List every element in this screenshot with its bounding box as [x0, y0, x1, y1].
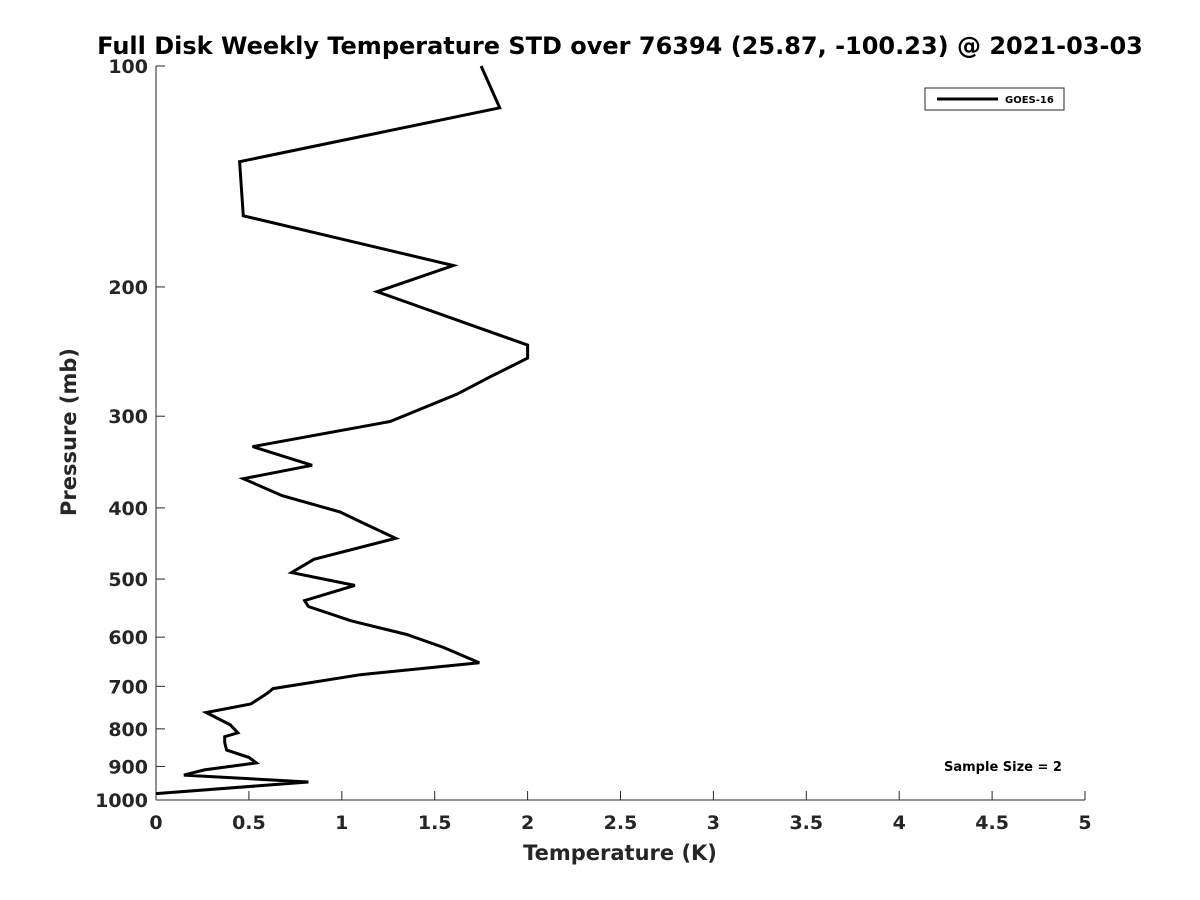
- y-axis-label: Pressure (mb): [57, 348, 81, 516]
- x-tick-label: 0.5: [232, 812, 266, 834]
- x-tick-label: 3: [707, 812, 720, 834]
- y-tick-label: 600: [108, 627, 148, 649]
- sample-size-annotation: Sample Size = 2: [944, 760, 1062, 775]
- x-tick-label: 4: [893, 812, 906, 834]
- y-tick-label: 900: [108, 756, 148, 778]
- x-tick-label: 1.5: [418, 812, 452, 834]
- y-tick-label: 300: [108, 406, 148, 428]
- x-axis-label: Temperature (K): [523, 841, 717, 865]
- y-tick-label: 400: [108, 498, 148, 520]
- x-tick-label: 5: [1078, 812, 1091, 834]
- series-line-goes-16: [155, 65, 530, 796]
- x-tick-label: 2.5: [604, 812, 638, 834]
- x-tick-label: 0: [149, 812, 162, 834]
- y-tick-label: 1000: [95, 790, 148, 812]
- x-tick-label: 3.5: [789, 812, 823, 834]
- chart-title: Full Disk Weekly Temperature STD over 76…: [97, 32, 1143, 60]
- axes: 0 0.5 1 1.5 2 2.5 3 3.5 4 4.5 5 100 200 300 400 500 600 7…: [95, 56, 1092, 834]
- y-tick-label: 800: [108, 719, 148, 741]
- x-tick-label: 4.5: [975, 812, 1009, 834]
- x-tick-label: 1: [335, 812, 348, 834]
- y-tick-label: 500: [108, 569, 148, 591]
- x-tick-label: 2: [521, 812, 534, 834]
- y-tick-label: 200: [108, 277, 148, 299]
- y-tick-label: 700: [108, 676, 148, 698]
- legend-label: GOES-16: [1005, 95, 1054, 106]
- y-tick-label: 100: [108, 56, 148, 78]
- series-group: [155, 65, 530, 796]
- legend: GOES-16: [924, 87, 1065, 111]
